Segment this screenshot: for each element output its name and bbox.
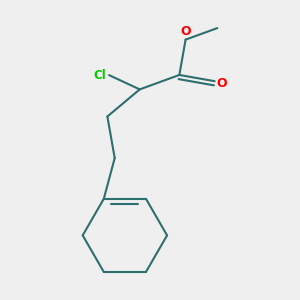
Text: O: O <box>180 25 191 38</box>
Text: O: O <box>217 77 227 90</box>
Text: Cl: Cl <box>93 69 106 82</box>
